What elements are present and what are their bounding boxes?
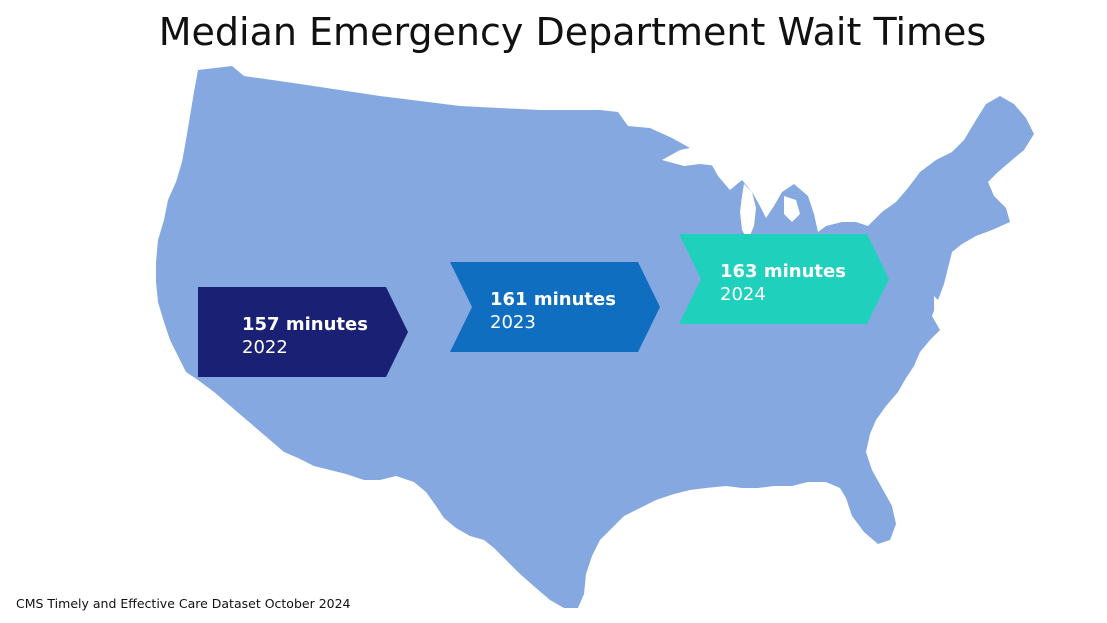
marker-value-2022: 157 minutes [242,314,368,335]
page-title: Median Emergency Department Wait Times [158,10,987,54]
lake-michigan [740,184,756,240]
marker-2024: 163 minutes 2024 [679,234,889,324]
chevron-shape-2024 [679,234,889,324]
source-caption: CMS Timely and Effective Care Dataset Oc… [16,596,351,611]
marker-year-2023: 2023 [490,312,536,333]
marker-value-2024: 163 minutes [720,261,846,282]
lake-huron-erie [784,196,800,222]
marker-year-2024: 2024 [720,284,766,305]
lake-superior [662,146,736,166]
chevron-shape-2022 [198,287,408,377]
marker-year-2022: 2022 [242,337,288,358]
chesapeake-bay [934,296,942,322]
marker-2022: 157 minutes 2022 [198,287,408,377]
marker-value-2023: 161 minutes [490,289,616,310]
chevron-shape-2023 [450,262,660,352]
marker-2023: 161 minutes 2023 [450,262,660,352]
